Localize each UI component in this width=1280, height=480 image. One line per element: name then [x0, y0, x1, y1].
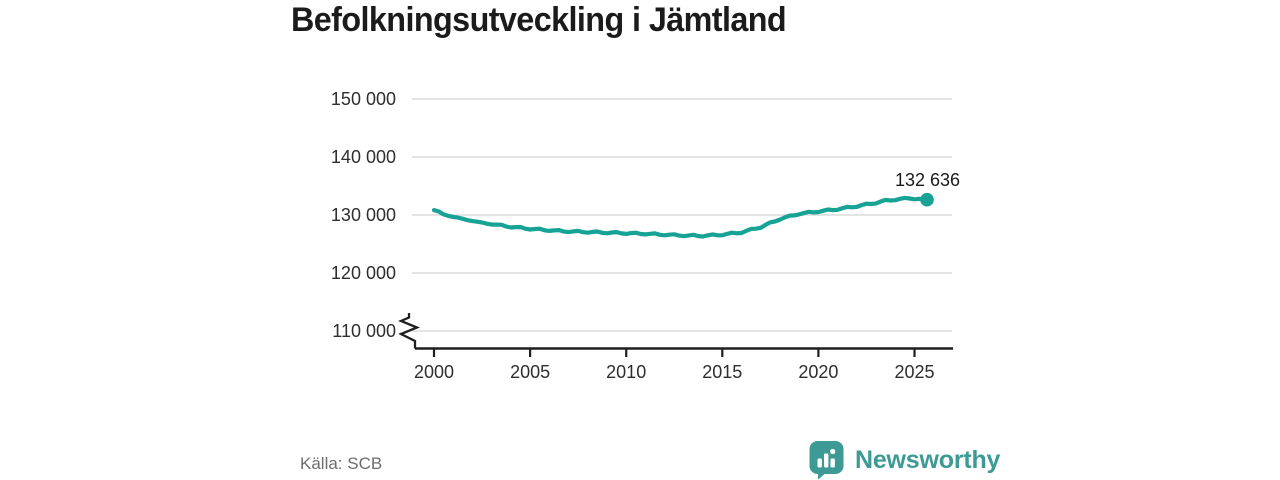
gridlines — [412, 98, 952, 332]
x-axis-tick-label: 2010 — [606, 362, 647, 382]
x-axis-tick-label: 2000 — [413, 362, 455, 382]
population-line-series — [431, 192, 934, 239]
y-axis-tick-label: 150 000 — [330, 89, 396, 109]
x-axis — [398, 313, 953, 357]
x-axis-tick-label: 2020 — [798, 362, 839, 382]
brand-name: Newsworthy — [855, 446, 1001, 474]
x-axis-tick-label: 2025 — [894, 362, 935, 382]
newsworthy-logo: Newsworthy — [808, 440, 1000, 480]
y-axis-tick-label: 140 000 — [330, 147, 396, 167]
x-axis-tick-label: 2015 — [702, 362, 743, 382]
y-axis-tick-label: 110 000 — [332, 321, 396, 341]
speech-bubble-bar-chart-icon — [809, 441, 844, 480]
last-point-marker — [920, 192, 934, 207]
y-axis-tick-label: 130 000 — [330, 205, 396, 225]
x-axis-tick-label: 2005 — [510, 362, 551, 382]
population-line — [431, 195, 930, 239]
source-note: Källa: SCB — [300, 454, 383, 473]
last-value-label: 132 636 — [894, 170, 961, 190]
y-axis-tick-label: 120 000 — [330, 263, 396, 283]
axis-break-icon — [398, 313, 421, 349]
chart-title: Befolkningsutveckling i Jämtland — [291, 1, 787, 39]
